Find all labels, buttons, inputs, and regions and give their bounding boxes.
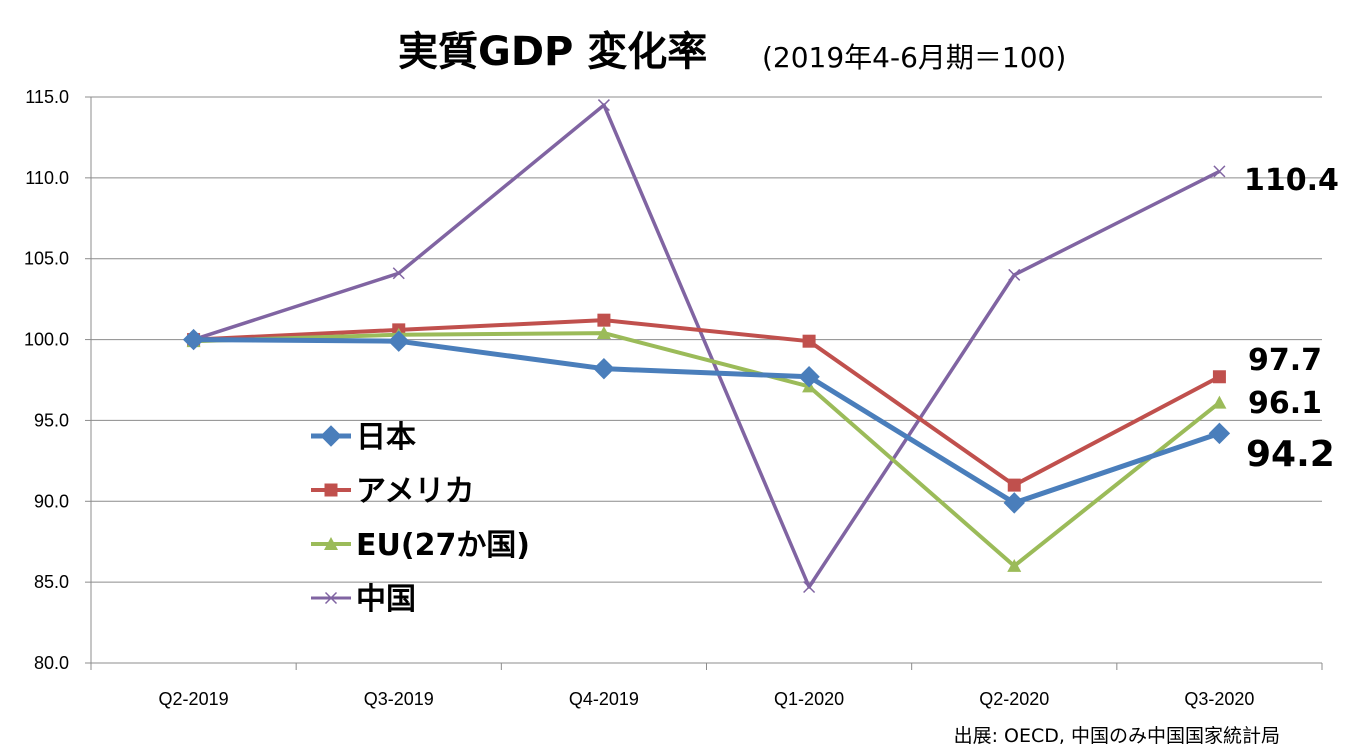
chart-subtitle: (2019年4-6月期＝100) bbox=[762, 41, 1066, 74]
cross-marker bbox=[803, 580, 816, 594]
end-label: 94.2 bbox=[1246, 434, 1335, 475]
end-label: 97.7 bbox=[1248, 343, 1322, 378]
x-tick-label: Q1-2020 bbox=[774, 689, 844, 709]
series-2 bbox=[186, 326, 1227, 572]
end-label: 96.1 bbox=[1248, 386, 1322, 421]
x-axis-ticks: Q2-2019 Q3-2019 Q4-2019 Q1-2020 Q2-2020 Q3-20… bbox=[90, 663, 1323, 709]
cross-marker bbox=[392, 267, 405, 280]
legend-label: 日本 bbox=[356, 420, 416, 455]
series-0 bbox=[182, 328, 1231, 514]
cross-marker bbox=[324, 591, 338, 605]
y-tick-label: 100.0 bbox=[24, 330, 69, 350]
x-tick-label: Q2-2019 bbox=[159, 689, 229, 709]
x-tick-label: Q2-2020 bbox=[979, 689, 1049, 709]
legend-item-1: アメリカ bbox=[311, 474, 475, 509]
series-line bbox=[193, 331, 1221, 568]
cross-marker bbox=[1213, 165, 1226, 178]
square-marker bbox=[324, 483, 338, 497]
square-marker bbox=[1212, 370, 1226, 384]
diamond-marker bbox=[798, 366, 820, 388]
y-tick-label: 80.0 bbox=[34, 653, 69, 673]
chart-title: 実質GDP 変化率 bbox=[398, 29, 707, 75]
y-axis-ticks: 80.0 85.0 90.0 95.0 100.0 105.0 110.0 115.0 bbox=[24, 87, 91, 673]
series-3 bbox=[187, 99, 1226, 594]
diamond-marker bbox=[1003, 492, 1025, 514]
triangle-marker bbox=[1007, 558, 1022, 572]
source-note: 出展: OECD, 中国のみ中国国家統計局 bbox=[954, 725, 1280, 747]
y-tick-label: 115.0 bbox=[25, 87, 69, 107]
triangle-marker bbox=[324, 537, 338, 550]
diamond-marker bbox=[593, 357, 615, 380]
x-tick-label: Q3-2019 bbox=[364, 689, 434, 709]
legend-label: アメリカ bbox=[356, 474, 475, 509]
diamond-marker bbox=[388, 330, 410, 352]
legend-label: EU(27か国) bbox=[356, 528, 530, 563]
series-layer bbox=[182, 99, 1231, 594]
square-marker bbox=[597, 313, 611, 327]
y-tick-label: 110.0 bbox=[25, 168, 69, 188]
x-tick-label: Q3-2020 bbox=[1184, 689, 1254, 709]
x-tick-label: Q4-2019 bbox=[569, 689, 639, 709]
y-tick-label: 85.0 bbox=[34, 572, 69, 592]
square-marker bbox=[802, 334, 816, 348]
end-label: 110.4 bbox=[1244, 163, 1339, 198]
triangle-marker bbox=[596, 326, 611, 340]
legend-item-3: 中国 bbox=[311, 582, 416, 617]
series-line bbox=[193, 337, 1221, 506]
axes bbox=[90, 97, 1322, 664]
diamond-marker bbox=[320, 425, 342, 447]
square-marker bbox=[1007, 478, 1021, 492]
series-line bbox=[193, 103, 1221, 589]
triangle-marker bbox=[1212, 395, 1227, 409]
diamond-marker bbox=[182, 328, 205, 351]
y-tick-label: 90.0 bbox=[34, 491, 69, 511]
y-tick-label: 95.0 bbox=[34, 410, 69, 430]
y-tick-label: 105.0 bbox=[24, 249, 69, 269]
diamond-marker bbox=[1208, 422, 1231, 445]
legend-item-2: EU(27か国) bbox=[311, 528, 530, 563]
end-labels: 94.2 97.7 96.1 110.4 bbox=[1244, 163, 1339, 475]
cross-marker bbox=[597, 99, 610, 112]
legend-label: 中国 bbox=[356, 582, 416, 617]
legend-item-0: 日本 bbox=[311, 420, 416, 455]
cross-marker bbox=[1008, 268, 1021, 281]
series-line bbox=[193, 318, 1221, 488]
